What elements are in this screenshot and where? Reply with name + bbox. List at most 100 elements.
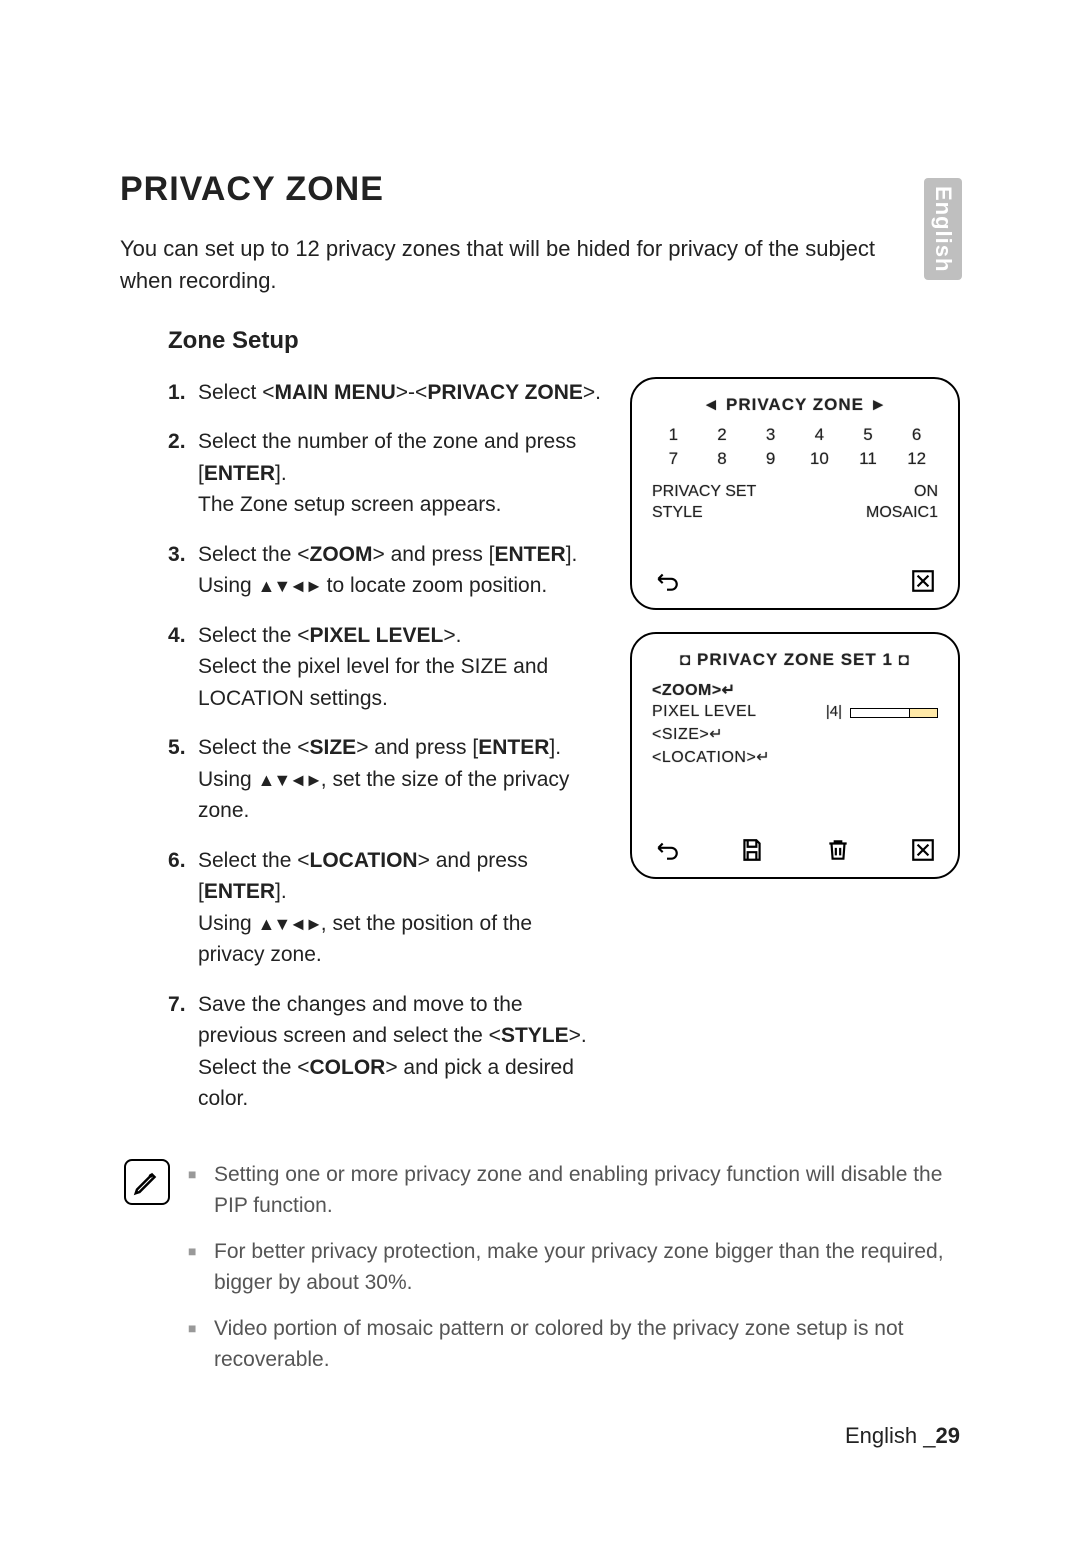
- note-item: Video portion of mosaic pattern or color…: [188, 1313, 960, 1376]
- osd-title: ◘ PRIVACY ZONE SET 1 ◘: [650, 650, 940, 670]
- step-2: Select the number of the zone and press …: [168, 426, 602, 521]
- text: Select the <: [198, 736, 310, 759]
- osd-item-zoom: <ZOOM>↵: [652, 680, 938, 700]
- page-title: PRIVACY ZONE: [120, 170, 960, 209]
- text: ].: [566, 543, 578, 566]
- section-subtitle: Zone Setup: [168, 327, 960, 355]
- zone-number: 3: [751, 425, 790, 445]
- arrow-keys-icon: ▲▼◄►: [258, 911, 321, 938]
- slider: |4|: [826, 703, 938, 720]
- zone-number: 7: [654, 449, 693, 469]
- osd-title: ◄ PRIVACY ZONE ►: [650, 395, 940, 415]
- text: Select the <: [198, 543, 310, 566]
- text: Select <: [198, 381, 274, 404]
- text: ].: [275, 880, 287, 903]
- footer-language: English: [845, 1423, 923, 1448]
- text: > and press [: [373, 543, 495, 566]
- zone-number: 8: [703, 449, 742, 469]
- label: PIXEL LEVEL: [652, 703, 757, 721]
- notes-section: Setting one or more privacy zone and ena…: [124, 1159, 960, 1390]
- osd-row-privacy-set: PRIVACY SET ON: [652, 483, 938, 501]
- text: to locate zoom position.: [321, 574, 547, 597]
- bold: ENTER: [478, 736, 549, 759]
- arrow-keys-icon: ▲▼◄►: [258, 573, 321, 600]
- text: Save the changes and move to the previou…: [198, 993, 523, 1048]
- step-3: Select the <ZOOM> and press [ENTER]. Usi…: [168, 539, 602, 602]
- osd-column: ◄ PRIVACY ZONE ► 1 2 3 4 5 6 7 8 9 10 11…: [630, 377, 960, 901]
- page-number: 29: [936, 1423, 960, 1448]
- marker-icon: ◘: [893, 650, 910, 669]
- zone-number-grid: 1 2 3 4 5 6 7 8 9 10 11 12: [654, 425, 936, 469]
- value: ON: [914, 483, 938, 501]
- zone-number: 12: [897, 449, 936, 469]
- left-arrow-icon: ◄: [702, 395, 726, 414]
- page-footer: English _29: [845, 1423, 960, 1449]
- value: MOSAIC1: [866, 504, 938, 522]
- text: > and press [: [356, 736, 478, 759]
- steps-list: Select <MAIN MENU>-<PRIVACY ZONE>. Selec…: [168, 377, 602, 1115]
- step-4: Select the <PIXEL LEVEL>. Select the pix…: [168, 620, 602, 715]
- footer-underscore: _: [923, 1423, 935, 1448]
- bold: ENTER: [495, 543, 566, 566]
- bold: STYLE: [501, 1024, 569, 1047]
- text: Select the pixel level for the SIZE and …: [198, 655, 548, 710]
- text: ].: [549, 736, 561, 759]
- close-icon: [910, 568, 936, 594]
- zone-number: 1: [654, 425, 693, 445]
- text: The Zone setup screen appears.: [198, 493, 502, 516]
- bold: PIXEL LEVEL: [310, 624, 444, 647]
- slider-fill: [909, 709, 937, 717]
- note-item: For better privacy protection, make your…: [188, 1236, 960, 1299]
- zone-number: 4: [800, 425, 839, 445]
- text: >.: [583, 381, 601, 404]
- bold: PRIVACY ZONE: [427, 381, 583, 404]
- zone-number: 5: [849, 425, 888, 445]
- return-icon: [654, 568, 680, 594]
- close-icon: [910, 837, 936, 863]
- delete-icon: [825, 837, 851, 863]
- pencil-icon: [132, 1167, 162, 1197]
- bold: SIZE: [310, 736, 357, 759]
- label: PRIVACY SET: [652, 483, 756, 501]
- text: >.: [569, 1024, 587, 1047]
- zone-number: 2: [703, 425, 742, 445]
- osd-row-style: STYLE MOSAIC1: [652, 504, 938, 522]
- bold: MAIN MENU: [274, 381, 395, 404]
- notes-list: Setting one or more privacy zone and ena…: [188, 1159, 960, 1390]
- text: Using: [198, 768, 258, 791]
- text: Select the <: [198, 624, 310, 647]
- bold: COLOR: [310, 1056, 386, 1079]
- step-7: Save the changes and move to the previou…: [168, 989, 602, 1115]
- note-item: Setting one or more privacy zone and ena…: [188, 1159, 960, 1222]
- two-column-layout: Select <MAIN MENU>-<PRIVACY ZONE>. Selec…: [120, 377, 960, 1133]
- intro-text: You can set up to 12 privacy zones that …: [120, 233, 880, 297]
- step-1: Select <MAIN MENU>-<PRIVACY ZONE>.: [168, 377, 602, 409]
- bold: ZOOM: [310, 543, 373, 566]
- arrow-keys-icon: ▲▼◄►: [258, 767, 321, 794]
- bold: LOCATION: [310, 849, 418, 872]
- osd-title-text: PRIVACY ZONE: [726, 395, 864, 414]
- right-arrow-icon: ►: [864, 395, 888, 414]
- slider-track: [850, 708, 938, 718]
- text: Select the <: [198, 1056, 310, 1079]
- text: Using: [198, 912, 258, 935]
- text: Using: [198, 574, 258, 597]
- steps-column: Select <MAIN MENU>-<PRIVACY ZONE>. Selec…: [120, 377, 602, 1133]
- osd-item-pixel-level: PIXEL LEVEL |4|: [652, 703, 938, 721]
- zone-number: 10: [800, 449, 839, 469]
- zone-number: 6: [897, 425, 936, 445]
- save-icon: [739, 837, 765, 863]
- bold: ENTER: [204, 880, 275, 903]
- text: ].: [275, 462, 287, 485]
- label: STYLE: [652, 504, 703, 522]
- text: Select the <: [198, 849, 310, 872]
- osd-privacy-zone-set-panel: ◘ PRIVACY ZONE SET 1 ◘ <ZOOM>↵ PIXEL LEV…: [630, 632, 960, 879]
- osd-privacy-zone-panel: ◄ PRIVACY ZONE ► 1 2 3 4 5 6 7 8 9 10 11…: [630, 377, 960, 610]
- osd-title-text: PRIVACY ZONE SET 1: [697, 650, 893, 669]
- zone-number: 11: [849, 449, 888, 469]
- step-6: Select the <LOCATION> and press [ENTER].…: [168, 845, 602, 971]
- note-icon: [124, 1159, 170, 1205]
- marker-icon: ◘: [680, 650, 697, 669]
- page: English PRIVACY ZONE You can set up to 1…: [0, 0, 1080, 1541]
- bold: ENTER: [204, 462, 275, 485]
